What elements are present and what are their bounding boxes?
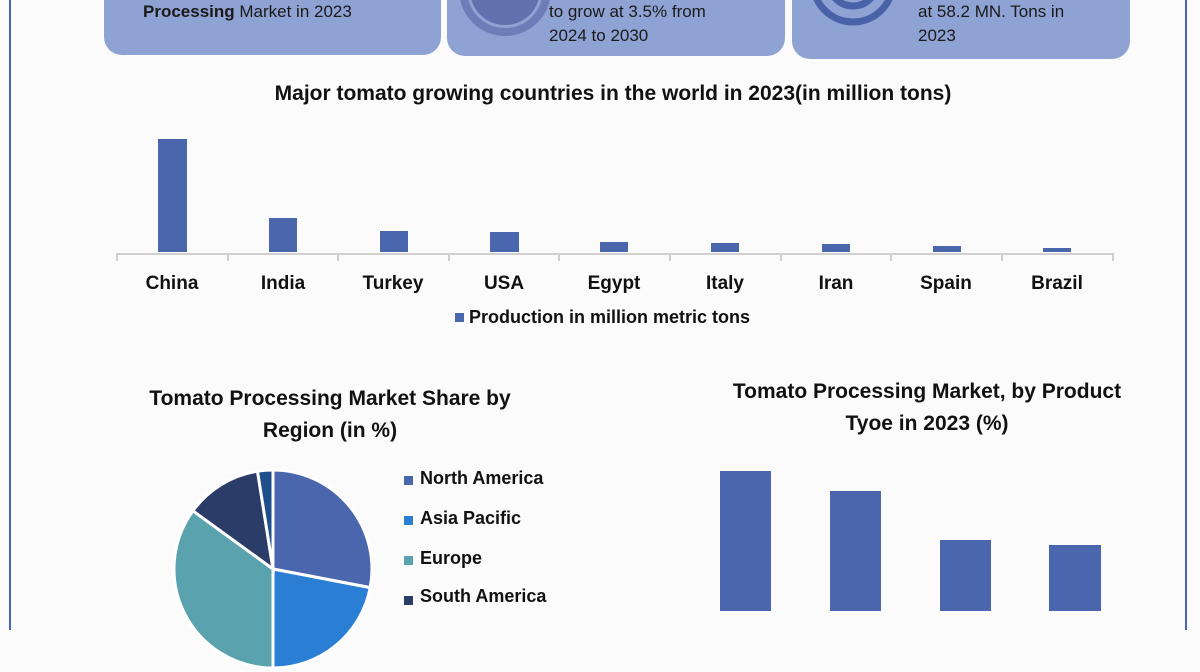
legend-label-europe: Europe: [420, 548, 483, 568]
stat-card-growth: to grow at 3.5% from 2024 to 2030: [447, 0, 785, 56]
legend-label-north-america: North America: [420, 468, 544, 488]
x-axis-tick: [558, 253, 560, 261]
legend-swatch-europe: [404, 556, 413, 565]
x-axis-tick: [227, 253, 229, 261]
product-chart-title-line2: Tyoe in 2023 (%): [845, 412, 1009, 435]
region-chart-title: Tomato Processing Market Share by Region…: [100, 383, 560, 447]
stat-card-volume: at 58.2 MN. Tons in 2023: [792, 0, 1130, 59]
region-chart-title-line1: Tomato Processing Market Share by: [149, 387, 511, 410]
bar-egypt: [600, 242, 628, 252]
legend-label-asia-pacific: Asia Pacific: [420, 508, 522, 528]
stat-card-text: to grow at 3.5% from 2024 to 2030: [549, 0, 706, 48]
stat-card-line1: at 58.2 MN. Tons in: [918, 2, 1065, 21]
legend-label-south-america: South America: [420, 586, 547, 606]
x-axis-tick: [1001, 253, 1003, 261]
x-label-usa: USA: [483, 273, 525, 294]
legend-label-production: Production in million metric tons: [469, 307, 751, 327]
x-axis-tick: [780, 253, 782, 261]
donut-chart-icon: [460, 0, 550, 36]
legend-swatch-asia-pacific: [404, 516, 413, 525]
region-chart-title-line2: Region (in %): [262, 419, 398, 442]
x-axis-tick: [1112, 253, 1114, 261]
x-label-brazil: Brazil: [1031, 273, 1083, 294]
x-label-egypt: Egypt: [587, 273, 641, 294]
pie-slice-south-america: [190, 469, 276, 573]
x-axis-tick: [448, 253, 450, 261]
countries-chart-title: Major tomato growing countries in the wo…: [274, 82, 952, 105]
legend-swatch-production: [455, 313, 464, 322]
pie-slice-middle-east-africa: [255, 468, 275, 570]
x-label-iran: Iran: [818, 273, 854, 294]
stat-card-text: at 58.2 MN. Tons in 2023: [918, 0, 1064, 48]
x-axis: [116, 253, 1114, 255]
product-bar-3: [940, 540, 991, 611]
product-chart-title: Tomato Processing Market, by Product Tyo…: [680, 376, 1174, 440]
x-axis-tick: [890, 253, 892, 261]
x-label-spain: Spain: [920, 273, 972, 294]
product-bar-4: [1049, 545, 1101, 611]
bar-usa: [490, 232, 519, 252]
x-label-turkey: Turkey: [362, 273, 424, 294]
product-chart-title-line1: Tomato Processing Market, by Product: [732, 380, 1122, 403]
x-axis-tick: [337, 253, 339, 261]
stat-card-market-size: Processing Market in 2023: [104, 0, 441, 55]
x-label-india: India: [260, 273, 306, 294]
product-bar-1: [720, 471, 771, 611]
bar-iran: [822, 244, 850, 252]
infographic-frame: [9, 0, 1187, 630]
pie-slice-north-america: [271, 468, 374, 590]
stat-card-text: Processing Market in 2023: [143, 0, 352, 24]
bar-china: [158, 139, 187, 252]
bar-brazil: [1043, 248, 1071, 252]
x-axis-tick: [669, 253, 671, 261]
stat-card-rest-text: Market in 2023: [234, 2, 352, 21]
region-pie-chart: [172, 468, 374, 670]
x-label-china: China: [145, 273, 199, 294]
stat-card-line2: 2024 to 2030: [549, 26, 649, 45]
bar-turkey: [380, 231, 408, 252]
stat-card-line2: 2023: [918, 26, 956, 45]
stat-card-line1: to grow at 3.5% from: [549, 2, 706, 21]
x-axis-tick: [116, 253, 118, 261]
legend-swatch-south-america: [404, 596, 413, 605]
pie-slice-asia-pacific: [271, 567, 372, 670]
bar-india: [269, 218, 297, 252]
product-bar-2: [830, 491, 881, 611]
bar-italy: [711, 243, 739, 252]
stat-card-bold-text: Processing: [143, 2, 235, 21]
legend-swatch-north-america: [404, 476, 413, 485]
target-icon: [813, 0, 893, 26]
bar-spain: [933, 246, 961, 252]
x-label-italy: Italy: [705, 273, 745, 294]
